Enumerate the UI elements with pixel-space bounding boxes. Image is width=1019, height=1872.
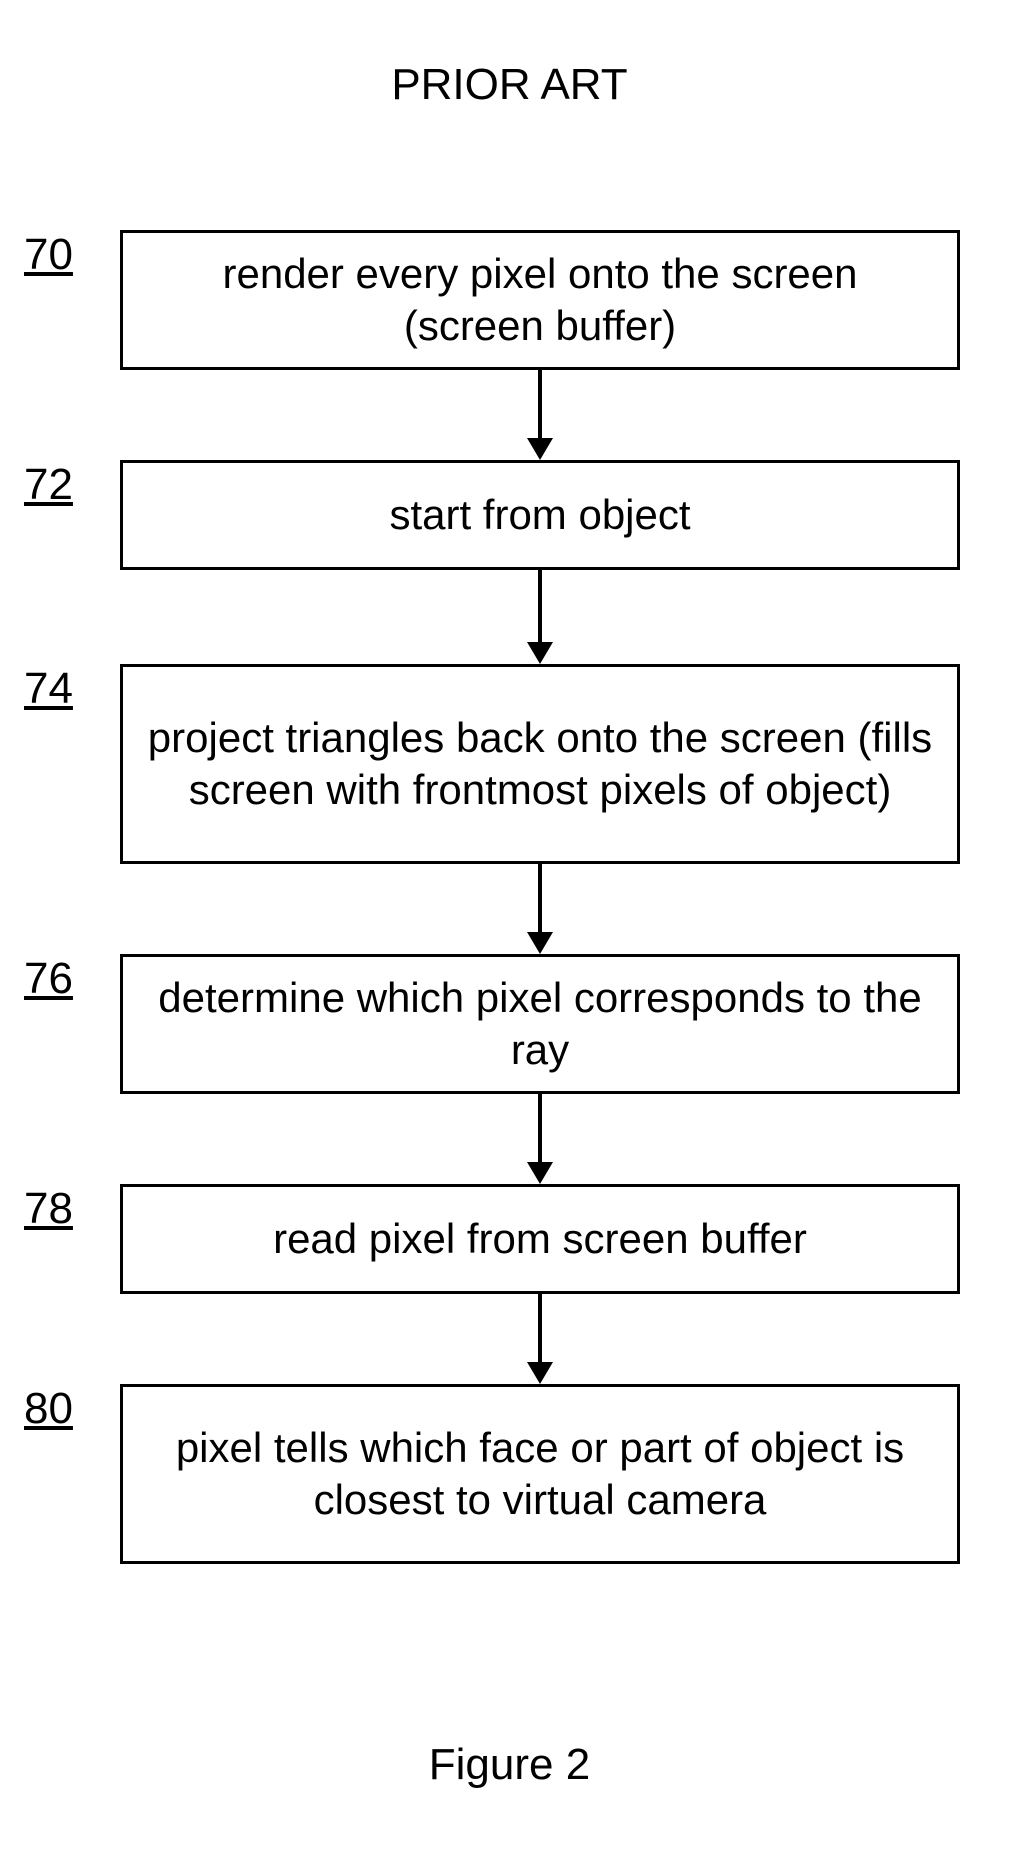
arrow-head-icon <box>527 1362 553 1384</box>
step-box: pixel tells which face or part of object… <box>120 1384 960 1564</box>
step-box: project triangles back onto the screen (… <box>120 664 960 864</box>
arrow-line <box>538 864 542 932</box>
arrow-line <box>538 1294 542 1362</box>
step-number: 72 <box>24 460 73 510</box>
step-number: 76 <box>24 954 73 1004</box>
arrow-line <box>538 1094 542 1162</box>
step-box: read pixel from screen buffer <box>120 1184 960 1294</box>
step-number: 70 <box>24 230 73 280</box>
step-number: 74 <box>24 664 73 714</box>
step-number: 78 <box>24 1184 73 1234</box>
step-box: determine which pixel corresponds to the… <box>120 954 960 1094</box>
arrow-line <box>538 570 542 642</box>
step-box: start from object <box>120 460 960 570</box>
page-title: PRIOR ART <box>0 60 1019 110</box>
arrow-head-icon <box>527 438 553 460</box>
arrow-head-icon <box>527 1162 553 1184</box>
step-number: 80 <box>24 1384 73 1434</box>
step-box: render every pixel onto the screen (scre… <box>120 230 960 370</box>
arrow-head-icon <box>527 932 553 954</box>
figure-caption: Figure 2 <box>0 1740 1019 1790</box>
arrow-head-icon <box>527 642 553 664</box>
flowchart-page: PRIOR ART 70 render every pixel onto the … <box>0 0 1019 1872</box>
arrow-line <box>538 370 542 438</box>
